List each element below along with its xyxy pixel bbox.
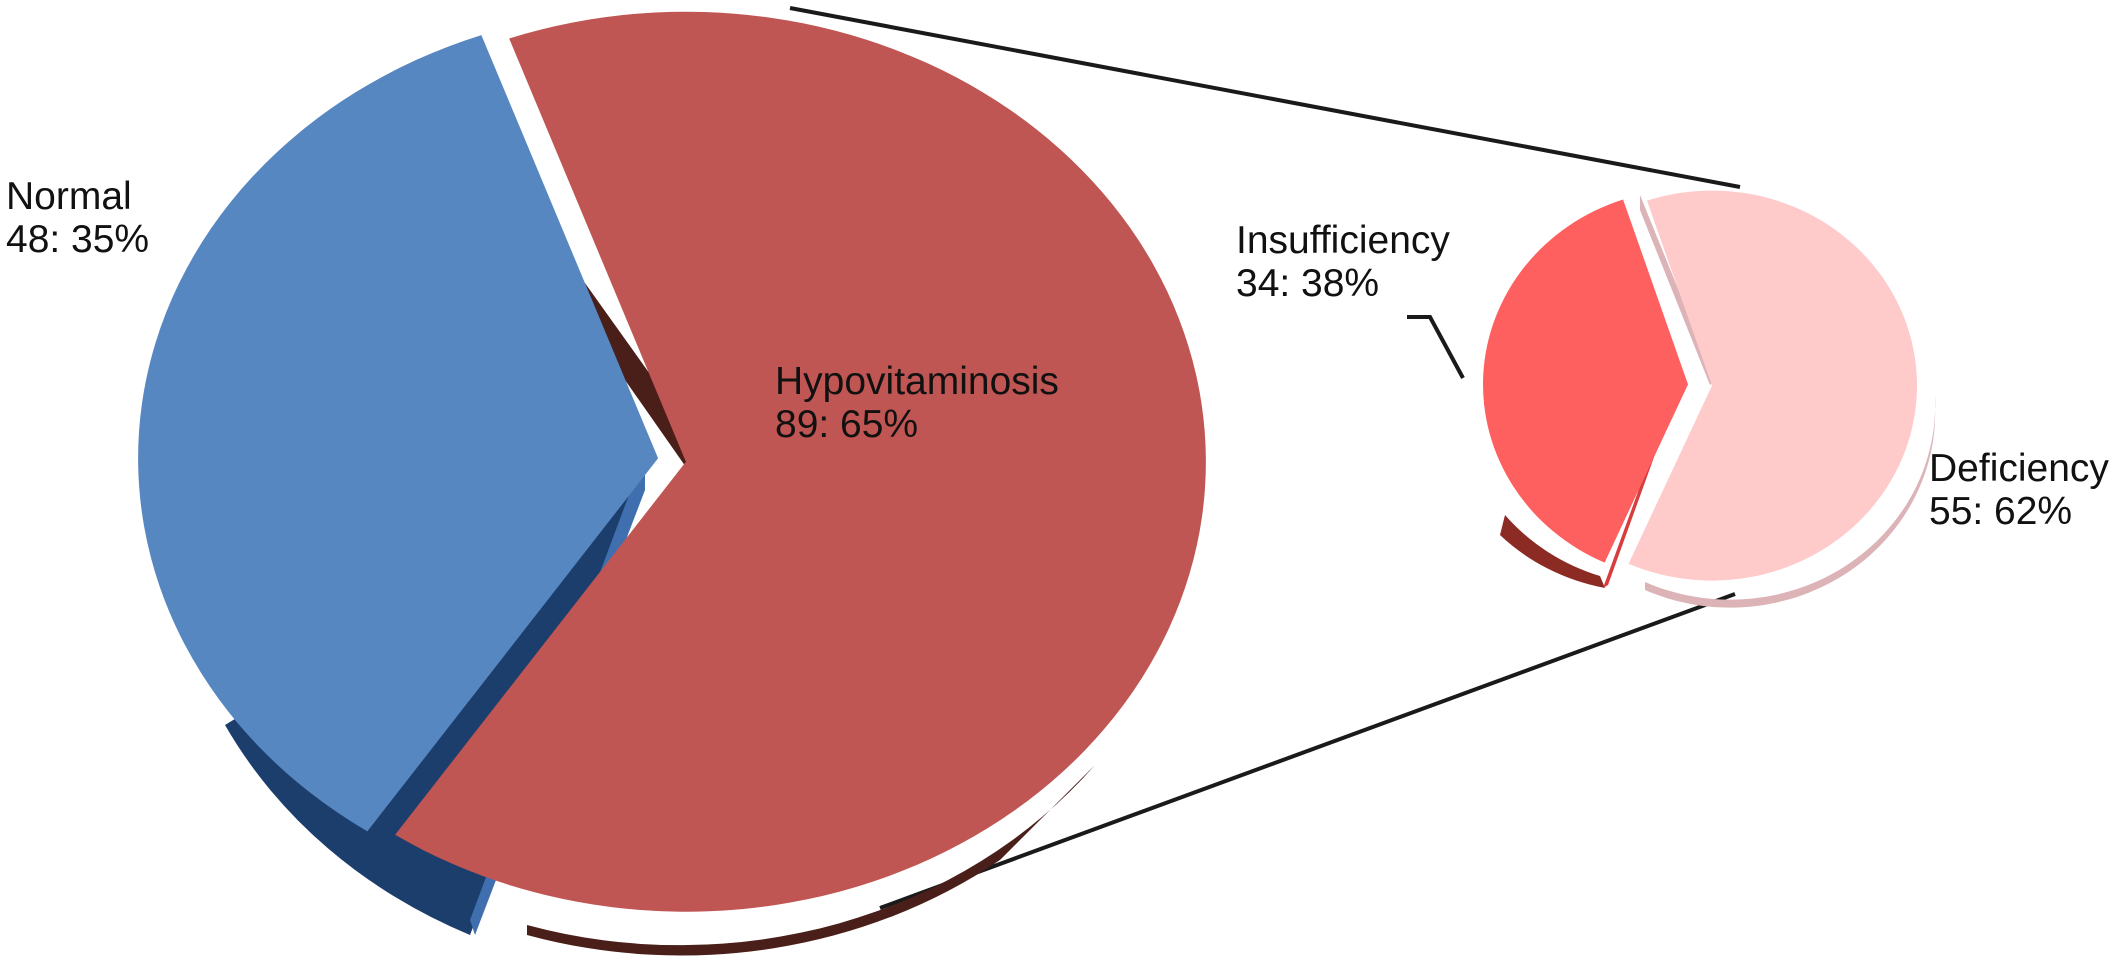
breakdown-pie: Insufficiency 34: 38% Deficiency 55: 62%	[1236, 190, 2109, 608]
slice-label-normal: Normal	[6, 175, 132, 218]
leader-line-insufficiency	[1407, 315, 1465, 379]
slice-value-normal: 48: 35%	[6, 218, 149, 261]
slice-label-insufficiency: Insufficiency	[1236, 219, 1450, 262]
connector-line-top	[789, 6, 1741, 189]
pie-slice-deficiency	[1628, 190, 1917, 581]
main-pie: Normal 48: 35% Hypovitaminosis 89: 65%	[6, 11, 1206, 956]
slice-value-hypovitaminosis: 89: 65%	[775, 403, 918, 446]
pie-slice-depth-deficiency	[1645, 395, 1936, 608]
connector-line-bottom	[879, 592, 1736, 910]
pie-slice-normal	[138, 35, 659, 832]
slice-label-deficiency: Deficiency	[1929, 447, 2109, 490]
slice-label-hypovitaminosis: Hypovitaminosis	[775, 360, 1059, 403]
slice-value-deficiency: 55: 62%	[1929, 490, 2072, 533]
slice-value-insufficiency: 34: 38%	[1236, 262, 1379, 305]
connector-lines	[789, 6, 1741, 910]
pie-slice-hypovitaminosis	[395, 11, 1206, 912]
pie-slice-depth-insufficiency	[1500, 515, 1605, 588]
pie-slice-insufficiency	[1483, 199, 1689, 563]
